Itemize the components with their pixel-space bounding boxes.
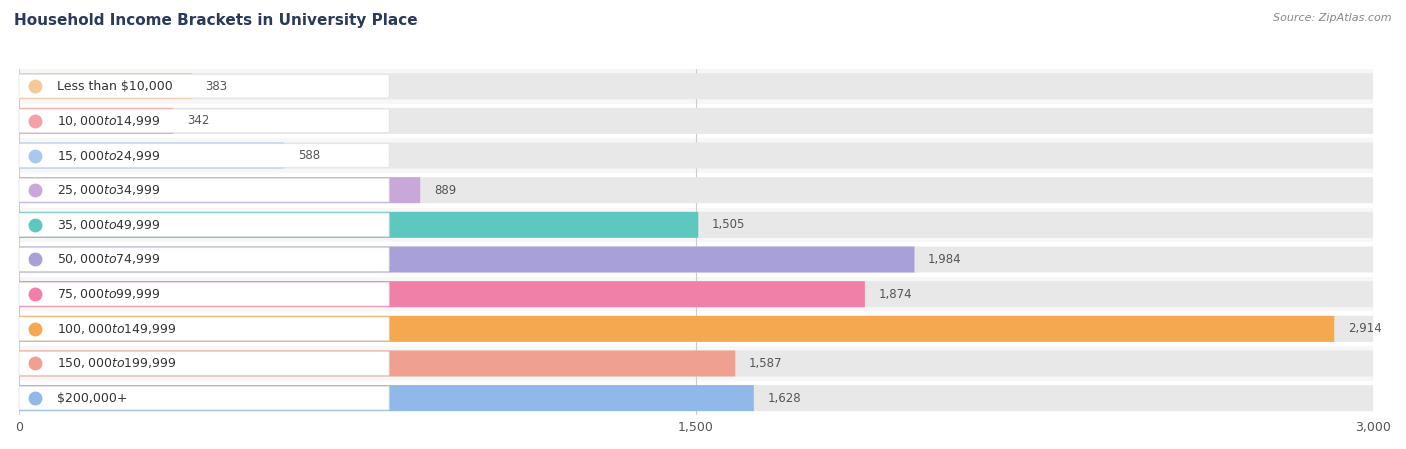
Text: Household Income Brackets in University Place: Household Income Brackets in University … xyxy=(14,13,418,28)
FancyBboxPatch shape xyxy=(20,247,1374,273)
Text: $150,000 to $199,999: $150,000 to $199,999 xyxy=(58,357,177,370)
FancyBboxPatch shape xyxy=(20,108,173,134)
Text: Source: ZipAtlas.com: Source: ZipAtlas.com xyxy=(1274,13,1392,23)
Bar xyxy=(0,207,1406,242)
FancyBboxPatch shape xyxy=(20,142,1374,168)
FancyBboxPatch shape xyxy=(20,75,389,98)
Text: 2,914: 2,914 xyxy=(1348,322,1382,335)
Bar xyxy=(0,381,1406,415)
Text: 1,505: 1,505 xyxy=(711,218,745,231)
FancyBboxPatch shape xyxy=(20,351,735,376)
Text: 1,874: 1,874 xyxy=(879,288,912,301)
Text: 383: 383 xyxy=(205,80,228,92)
Bar xyxy=(0,277,1406,312)
Text: 1,984: 1,984 xyxy=(928,253,962,266)
FancyBboxPatch shape xyxy=(20,317,389,341)
Text: $75,000 to $99,999: $75,000 to $99,999 xyxy=(58,287,160,301)
Text: 588: 588 xyxy=(298,149,321,162)
Text: 1,628: 1,628 xyxy=(768,392,801,405)
Text: $15,000 to $24,999: $15,000 to $24,999 xyxy=(58,149,160,163)
Bar xyxy=(0,138,1406,173)
FancyBboxPatch shape xyxy=(20,213,389,237)
Text: $25,000 to $34,999: $25,000 to $34,999 xyxy=(58,183,160,197)
Bar xyxy=(0,69,1406,104)
Text: 889: 889 xyxy=(434,184,456,197)
FancyBboxPatch shape xyxy=(20,247,914,273)
Text: $10,000 to $14,999: $10,000 to $14,999 xyxy=(58,114,160,128)
Text: 342: 342 xyxy=(187,114,209,128)
FancyBboxPatch shape xyxy=(20,212,699,238)
FancyBboxPatch shape xyxy=(20,351,1374,376)
Text: Less than $10,000: Less than $10,000 xyxy=(58,80,173,92)
FancyBboxPatch shape xyxy=(20,282,389,306)
Text: $50,000 to $74,999: $50,000 to $74,999 xyxy=(58,252,160,267)
Text: $100,000 to $149,999: $100,000 to $149,999 xyxy=(58,322,177,336)
Bar xyxy=(0,173,1406,207)
FancyBboxPatch shape xyxy=(20,142,284,168)
FancyBboxPatch shape xyxy=(20,212,1374,238)
FancyBboxPatch shape xyxy=(20,352,389,375)
FancyBboxPatch shape xyxy=(20,316,1374,342)
Text: $200,000+: $200,000+ xyxy=(58,392,128,405)
FancyBboxPatch shape xyxy=(20,385,1374,411)
Bar xyxy=(0,242,1406,277)
FancyBboxPatch shape xyxy=(20,248,389,271)
Text: $35,000 to $49,999: $35,000 to $49,999 xyxy=(58,218,160,232)
FancyBboxPatch shape xyxy=(20,281,1374,307)
FancyBboxPatch shape xyxy=(20,316,1334,342)
Bar xyxy=(0,346,1406,381)
Text: 1,587: 1,587 xyxy=(749,357,782,370)
Bar xyxy=(0,104,1406,138)
FancyBboxPatch shape xyxy=(20,73,1374,99)
FancyBboxPatch shape xyxy=(20,108,1374,134)
FancyBboxPatch shape xyxy=(20,144,389,167)
FancyBboxPatch shape xyxy=(20,177,420,203)
FancyBboxPatch shape xyxy=(20,177,1374,203)
FancyBboxPatch shape xyxy=(20,385,754,411)
Bar xyxy=(0,312,1406,346)
FancyBboxPatch shape xyxy=(20,73,191,99)
FancyBboxPatch shape xyxy=(20,109,389,132)
FancyBboxPatch shape xyxy=(20,178,389,202)
FancyBboxPatch shape xyxy=(20,386,389,410)
FancyBboxPatch shape xyxy=(20,281,865,307)
